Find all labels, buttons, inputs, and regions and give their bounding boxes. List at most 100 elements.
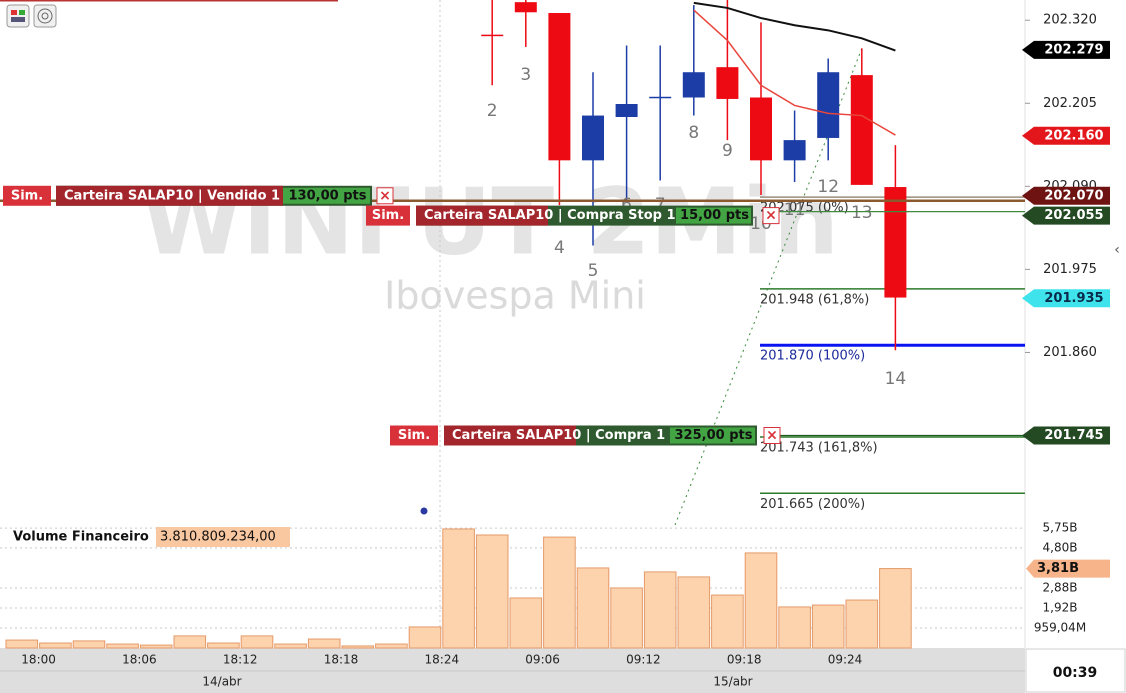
y-tick-label: 202.320: [1043, 13, 1097, 28]
candle-body: [548, 13, 571, 161]
order-box-left: [444, 425, 576, 446]
candle-label: 5: [588, 261, 599, 281]
price-tag: [1022, 289, 1110, 308]
toolbar-icon[interactable]: [33, 4, 57, 28]
volume-bar: [509, 597, 543, 649]
volume-tick-label: 1,92B: [1043, 600, 1078, 614]
date-label: 15/abr: [713, 675, 752, 689]
icon-part: [41, 12, 49, 20]
marker-dot: [420, 507, 428, 515]
candle-label: 11: [784, 200, 806, 220]
order-sim-box[interactable]: [3, 185, 51, 206]
moving-average: [693, 9, 896, 136]
volume-bar: [576, 567, 610, 649]
price-tag: [1022, 40, 1110, 59]
candle-body: [884, 187, 907, 298]
order-close-box[interactable]: [762, 207, 780, 225]
order-close-box[interactable]: [376, 187, 394, 205]
volume-bar: [811, 604, 845, 649]
watermark-subtitle: Ibovespa Mini: [384, 274, 646, 318]
order-name: Carteira SALAP10 | Vendido 1: [64, 188, 280, 203]
icon-part: [19, 10, 25, 15]
volume-bar: [307, 638, 341, 649]
order-box-left: [56, 185, 283, 206]
volume-bar: [845, 599, 879, 649]
icon-part: [11, 17, 25, 22]
volume-total-box: [156, 527, 290, 547]
x-tick-label: 18:12: [223, 653, 258, 667]
candle-body: [682, 72, 705, 98]
price-tag-label: 201.745: [1044, 428, 1103, 443]
volume-tick-label: 4,80B: [1043, 540, 1078, 554]
candle-body: [716, 67, 739, 99]
y-tick-label: 201.975: [1043, 262, 1097, 277]
order-close[interactable]: ×: [765, 208, 777, 224]
volume-bar: [610, 587, 643, 649]
order-sim-box[interactable]: [366, 205, 410, 226]
volume-tag-label: 3,81B: [1037, 561, 1079, 576]
timer-box: [1025, 648, 1126, 693]
volume-bar: [72, 640, 106, 649]
x-tick-label: 09:06: [525, 653, 560, 667]
volume-bar: [778, 606, 811, 649]
order-name: Carteira SALAP10 | Compra Stop 1: [424, 208, 676, 223]
volume-bar: [408, 626, 442, 649]
volume-bar: [139, 644, 173, 649]
candle-body: [750, 97, 772, 161]
x-tick-label: 18:06: [122, 653, 157, 667]
volume-bar: [475, 534, 509, 649]
candle-label: 12: [817, 177, 839, 197]
price-tag-label: 202.279: [1044, 42, 1103, 57]
order-box-left: [416, 205, 548, 226]
x-tick-label: 18:24: [425, 653, 460, 667]
volume-bar: [677, 576, 711, 649]
price-tag: [1022, 126, 1110, 145]
volume-tag: [1026, 559, 1110, 578]
volume-bar: [5, 639, 39, 649]
order-result: 130,00 pts: [289, 188, 367, 203]
candle-label: 14: [885, 369, 907, 389]
fib-label: 201.665 (200%): [760, 497, 865, 512]
candle-body: [481, 34, 504, 37]
volume-title: Volume Financeiro: [13, 530, 149, 545]
collapse-arrow[interactable]: ‹: [1114, 242, 1120, 258]
candle-label: 3: [520, 65, 531, 85]
order-close[interactable]: ×: [379, 188, 391, 204]
volume-bar: [879, 568, 912, 649]
order-result: 325,00 pts: [675, 428, 753, 443]
icon-part: [11, 10, 17, 15]
candle-body: [615, 104, 638, 117]
toolbar-icon[interactable]: [6, 4, 30, 28]
candle-body: [783, 140, 806, 161]
volume-bar: [106, 643, 139, 649]
volume-bar: [744, 552, 778, 649]
x-tick-label: 09:18: [727, 653, 762, 667]
order-sim: Sim.: [372, 208, 404, 223]
order-sim-box[interactable]: [390, 425, 438, 446]
x-tick-label: 09:24: [828, 653, 863, 667]
order-close[interactable]: ×: [766, 428, 778, 444]
candle-label: 6: [621, 195, 632, 215]
volume-tick-label: 2,88B: [1043, 580, 1078, 594]
candle-label: 4: [554, 238, 565, 258]
price-tag: [1022, 186, 1110, 205]
y-tick-label: 202.205: [1043, 96, 1097, 111]
order-close-box[interactable]: [763, 427, 781, 444]
volume-bar: [39, 642, 72, 649]
candle-body: [649, 96, 672, 99]
price-tag-label: 202.160: [1044, 128, 1103, 143]
candle-label: 8: [688, 123, 699, 143]
price-tag-label: 202.055: [1044, 208, 1103, 223]
volume-bar: [173, 635, 207, 649]
volume-bar: [711, 594, 744, 649]
volume-bar: [341, 645, 375, 649]
candle-label: 13: [851, 203, 873, 223]
volume-bar: [274, 643, 307, 649]
icon-part: [37, 8, 53, 24]
fib-label: 201.870 (100%): [760, 349, 865, 364]
volume-tick-label: 5,75B: [1043, 521, 1078, 535]
price-tag: [1022, 206, 1110, 225]
volume-tick-label: 959,04M: [1034, 621, 1086, 635]
candle-body: [514, 2, 537, 13]
